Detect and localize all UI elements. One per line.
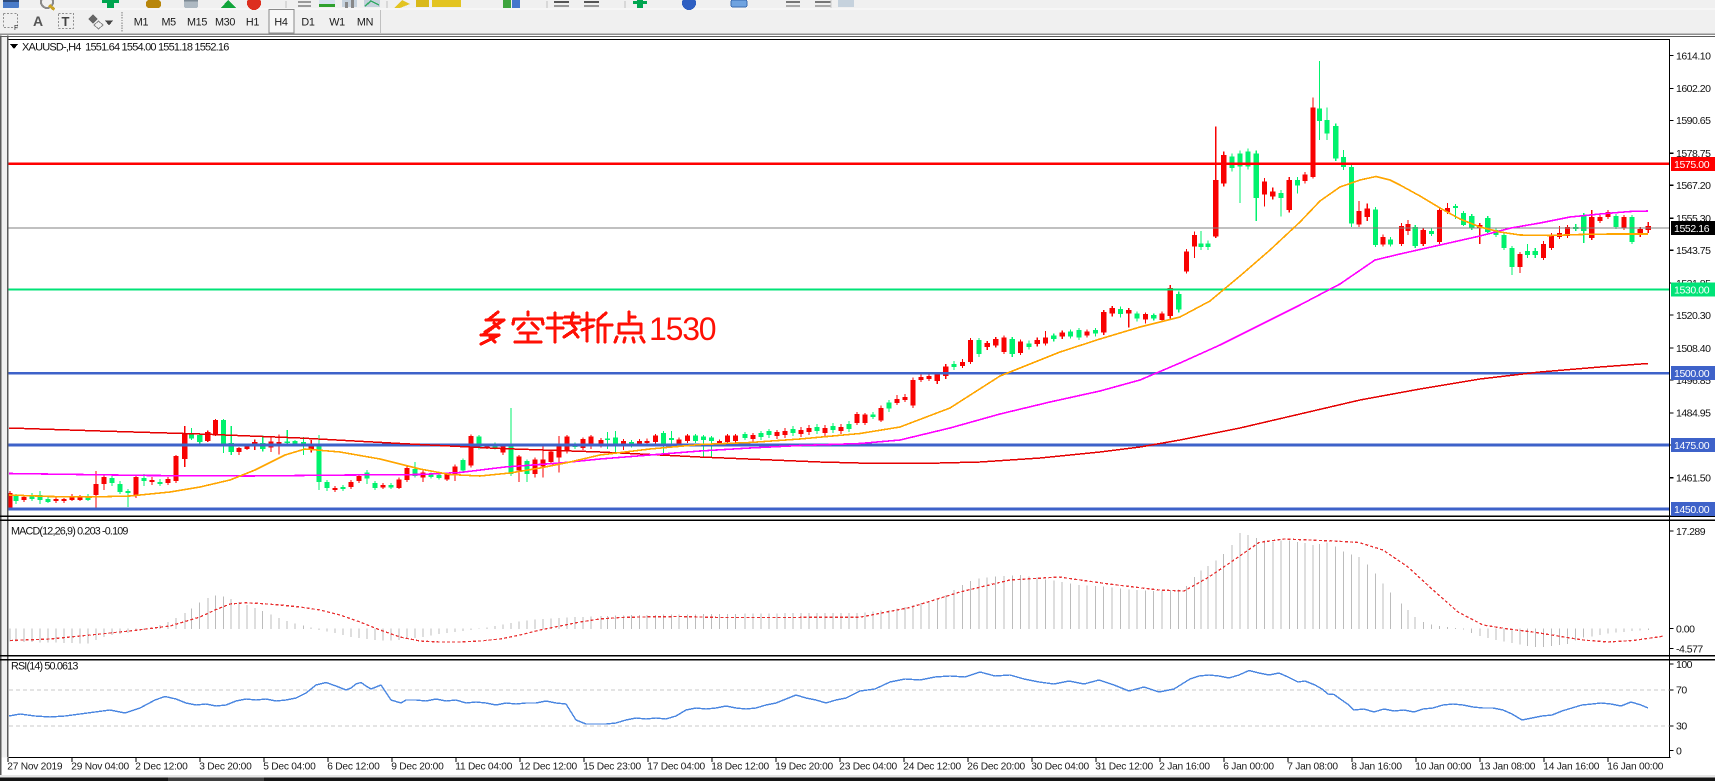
svg-text:1475.00: 1475.00 — [1674, 440, 1710, 452]
svg-text:1543.75: 1543.75 — [1676, 245, 1711, 257]
svg-text:31 Dec 12:00: 31 Dec 12:00 — [1095, 762, 1153, 773]
svg-text:23 Dec 04:00: 23 Dec 04:00 — [839, 762, 897, 773]
svg-text:100: 100 — [1676, 659, 1693, 671]
svg-text:15 Dec 23:00: 15 Dec 23:00 — [583, 762, 641, 773]
svg-text:30: 30 — [1676, 721, 1687, 733]
svg-text:0: 0 — [1676, 745, 1682, 757]
svg-text:M30: M30 — [215, 17, 235, 29]
svg-text:-4.577: -4.577 — [1676, 643, 1703, 655]
svg-text:6 Dec 12:00: 6 Dec 12:00 — [327, 762, 380, 773]
svg-text:1508.40: 1508.40 — [1676, 343, 1711, 355]
svg-text:1590.65: 1590.65 — [1676, 115, 1711, 127]
svg-text:5 Dec 04:00: 5 Dec 04:00 — [263, 762, 316, 773]
svg-text:10 Jan 00:00: 10 Jan 00:00 — [1415, 762, 1471, 773]
svg-text:1567.20: 1567.20 — [1676, 180, 1711, 192]
svg-text:M5: M5 — [161, 17, 176, 29]
svg-text:1520.30: 1520.30 — [1676, 310, 1711, 322]
svg-text:M1: M1 — [134, 17, 149, 29]
svg-text:70: 70 — [1676, 685, 1687, 697]
svg-text:1614.10: 1614.10 — [1676, 50, 1711, 62]
svg-text:29 Nov 04:00: 29 Nov 04:00 — [71, 762, 129, 773]
svg-text:D1: D1 — [301, 17, 314, 29]
svg-text:9 Dec 20:00: 9 Dec 20:00 — [391, 762, 444, 773]
svg-text:RSI(14) 50.0613: RSI(14) 50.0613 — [11, 661, 78, 673]
svg-text:24 Dec 12:00: 24 Dec 12:00 — [903, 762, 961, 773]
svg-text:8 Jan 16:00: 8 Jan 16:00 — [1351, 762, 1402, 773]
svg-text:2 Dec 12:00: 2 Dec 12:00 — [135, 762, 188, 773]
svg-text:1552.16: 1552.16 — [1674, 223, 1710, 235]
svg-text:27 Nov 2019: 27 Nov 2019 — [7, 762, 63, 773]
svg-text:11 Dec 04:00: 11 Dec 04:00 — [455, 762, 512, 773]
svg-text:16 Jan 00:00: 16 Jan 00:00 — [1607, 762, 1663, 773]
svg-text:XAUUSD-,H4 1551.64 1554.00 15: XAUUSD-,H4 1551.64 1554.00 1551.18 1552.… — [22, 42, 229, 54]
svg-text:3 Dec 20:00: 3 Dec 20:00 — [199, 762, 252, 773]
svg-text:1575.00: 1575.00 — [1674, 159, 1710, 171]
svg-text:0.00: 0.00 — [1676, 623, 1695, 635]
svg-text:17.289: 17.289 — [1676, 526, 1706, 538]
svg-text:6 Jan 00:00: 6 Jan 00:00 — [1223, 762, 1274, 773]
svg-text:7 Jan 08:00: 7 Jan 08:00 — [1287, 762, 1338, 773]
svg-text:1450.00: 1450.00 — [1674, 504, 1710, 516]
svg-text:18 Dec 12:00: 18 Dec 12:00 — [711, 762, 769, 773]
svg-text:H1: H1 — [246, 17, 259, 29]
svg-text:MN: MN — [357, 17, 373, 29]
svg-text:12 Dec 12:00: 12 Dec 12:00 — [519, 762, 577, 773]
svg-text:1530.00: 1530.00 — [1674, 285, 1710, 297]
svg-text:1461.50: 1461.50 — [1676, 473, 1711, 485]
svg-text:1602.20: 1602.20 — [1676, 83, 1711, 95]
svg-text:14 Jan 16:00: 14 Jan 16:00 — [1543, 762, 1599, 773]
svg-text:13 Jan 08:00: 13 Jan 08:00 — [1479, 762, 1535, 773]
svg-text:1484.95: 1484.95 — [1676, 408, 1711, 420]
svg-text:2 Jan 16:00: 2 Jan 16:00 — [1159, 762, 1210, 773]
svg-text:W1: W1 — [329, 17, 345, 29]
svg-text:1500.00: 1500.00 — [1674, 368, 1710, 380]
svg-text:MACD(12,26,9) 0.203 -0.109: MACD(12,26,9) 0.203 -0.109 — [11, 526, 128, 538]
svg-text:M15: M15 — [187, 17, 207, 29]
svg-text:F: F — [14, 25, 18, 32]
svg-text:19 Dec 20:00: 19 Dec 20:00 — [775, 762, 833, 773]
svg-text:A: A — [33, 13, 43, 29]
svg-text:H4: H4 — [274, 17, 287, 29]
svg-text:T: T — [62, 14, 70, 29]
svg-text:17 Dec 04:00: 17 Dec 04:00 — [647, 762, 705, 773]
svg-text:26 Dec 20:00: 26 Dec 20:00 — [967, 762, 1025, 773]
svg-text:30 Dec 04:00: 30 Dec 04:00 — [1031, 762, 1089, 773]
svg-text:1530: 1530 — [649, 311, 716, 347]
